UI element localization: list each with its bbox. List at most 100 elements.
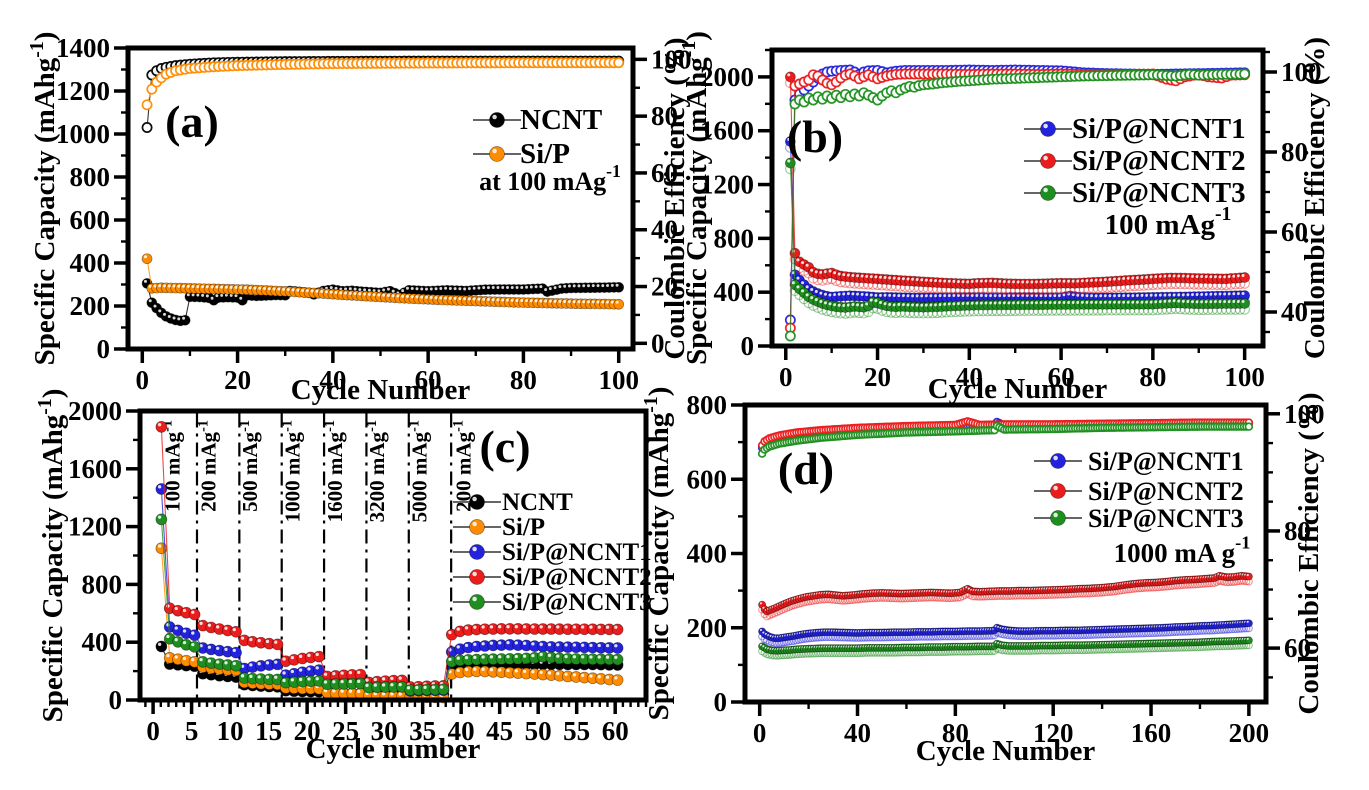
y-left-title: Specific Capacity (mAhg-1) bbox=[640, 387, 675, 721]
svg-text:50: 50 bbox=[525, 716, 552, 746]
svg-text:25: 25 bbox=[332, 716, 359, 746]
svg-text:30: 30 bbox=[371, 716, 398, 746]
svg-text:800: 800 bbox=[70, 162, 111, 192]
svg-text:100: 100 bbox=[598, 365, 639, 395]
svg-text:0: 0 bbox=[779, 362, 793, 392]
svg-text:60: 60 bbox=[1048, 362, 1075, 392]
annotation: 100 mAg-1 bbox=[1105, 203, 1232, 241]
series-si-p-ncnt3-capacity bbox=[758, 636, 1253, 660]
svg-text:40: 40 bbox=[651, 215, 678, 245]
x-axis: 0 20 40 60 80 100 Cycle Number bbox=[136, 349, 639, 406]
series-si-p-ncnt2-capacity bbox=[785, 71, 1250, 296]
svg-text:20: 20 bbox=[651, 272, 678, 302]
series-si-p-coulombic-efficiency bbox=[141, 57, 625, 111]
svg-text:20: 20 bbox=[224, 365, 251, 395]
svg-text:15: 15 bbox=[255, 716, 282, 746]
svg-text:80: 80 bbox=[510, 365, 537, 395]
series-si-p-ncnt1-capacity bbox=[758, 619, 1253, 648]
svg-text:0: 0 bbox=[136, 365, 150, 395]
legend-label: Si/P@NCNT1 bbox=[502, 539, 652, 566]
panel-letter-a: (a) bbox=[165, 96, 219, 147]
svg-text:1200: 1200 bbox=[700, 170, 754, 200]
svg-text:0: 0 bbox=[651, 328, 665, 358]
annotation: at 100 mAg-1 bbox=[479, 161, 621, 195]
svg-text:100: 100 bbox=[651, 44, 692, 74]
svg-text:400: 400 bbox=[82, 627, 123, 657]
svg-text:2000: 2000 bbox=[68, 396, 122, 426]
x-axis-title: Cycle number bbox=[306, 733, 481, 765]
x-axis: 0 20 40 60 80 100 Cycle Number bbox=[779, 346, 1265, 405]
svg-text:60: 60 bbox=[651, 158, 678, 188]
svg-text:2000: 2000 bbox=[700, 62, 754, 92]
svg-text:60: 60 bbox=[602, 716, 629, 746]
rate-label: 500 mAg-1 bbox=[237, 420, 262, 512]
y-right-title: Coulombic Efficiency (%) bbox=[1299, 37, 1331, 359]
svg-text:55: 55 bbox=[563, 716, 590, 746]
series-si-p-capacity bbox=[141, 253, 625, 310]
svg-text:20: 20 bbox=[864, 362, 891, 392]
series-si-p-ncnt3-coulombic-efficiency bbox=[757, 421, 1254, 458]
svg-text:5: 5 bbox=[185, 716, 199, 746]
svg-text:1400: 1400 bbox=[56, 33, 110, 63]
svg-text:1200: 1200 bbox=[68, 512, 122, 542]
y-right-title: Coulombic Efficiency (%) bbox=[1293, 392, 1325, 714]
svg-text:80: 80 bbox=[1281, 137, 1308, 167]
svg-text:1600: 1600 bbox=[68, 454, 122, 484]
panel-letter-c: (c) bbox=[479, 421, 530, 472]
svg-text:400: 400 bbox=[70, 248, 111, 278]
svg-text:800: 800 bbox=[82, 569, 123, 599]
panel-letter-b: (b) bbox=[787, 111, 843, 162]
svg-text:0: 0 bbox=[146, 716, 160, 746]
svg-text:1600: 1600 bbox=[700, 116, 754, 146]
svg-text:80: 80 bbox=[651, 101, 678, 131]
legend-label: Si/P@NCNT3 bbox=[1088, 504, 1244, 533]
svg-text:40: 40 bbox=[956, 362, 983, 392]
svg-text:200: 200 bbox=[70, 291, 111, 321]
rate-label: 1600 mAg-1 bbox=[322, 420, 347, 522]
y-left-title: Specific Capacity (mAhg-1) bbox=[678, 31, 713, 365]
svg-text:40: 40 bbox=[1281, 297, 1308, 327]
y-left-title: Specific Capacity (mAhg-1) bbox=[26, 32, 61, 366]
y-left-title: Specific Capacity (mAhg-1) bbox=[34, 389, 69, 723]
annotation: 1000 mA g-1 bbox=[1114, 533, 1251, 568]
legend-label: Si/P@NCNT3 bbox=[502, 589, 652, 616]
x-axis-title: Cycle Number bbox=[291, 374, 471, 406]
panel-b: 0 20 40 60 80 100 Cycle Number 0 400 800 1200 1600 2… bbox=[678, 31, 1331, 405]
svg-text:0: 0 bbox=[109, 685, 123, 715]
svg-text:400: 400 bbox=[714, 277, 755, 307]
legend-label: Si/P@NCNT1 bbox=[1088, 447, 1244, 476]
svg-text:40: 40 bbox=[448, 716, 475, 746]
svg-text:80: 80 bbox=[1139, 362, 1166, 392]
svg-text:20: 20 bbox=[294, 716, 321, 746]
legend-label: Si/P bbox=[520, 138, 570, 170]
svg-text:0: 0 bbox=[741, 331, 755, 361]
x-axis-title: Cycle Number bbox=[928, 373, 1108, 405]
rate-label: 3200 mAg-1 bbox=[364, 420, 389, 522]
plot-frame bbox=[769, 47, 1266, 349]
legend-label: Si/P@NCNT1 bbox=[1072, 113, 1246, 145]
legend-label: Si/P bbox=[502, 514, 545, 541]
svg-text:60: 60 bbox=[415, 365, 442, 395]
svg-text:45: 45 bbox=[486, 716, 513, 746]
y-right-title: Coulombic Efficiency (%) bbox=[659, 37, 691, 359]
legend-label: Si/P@NCNT2 bbox=[1088, 477, 1244, 506]
svg-text:35: 35 bbox=[409, 716, 436, 746]
svg-text:100: 100 bbox=[1224, 362, 1265, 392]
rate-label: 5000 mAg-1 bbox=[407, 420, 432, 522]
rate-label: 1000 mAg-1 bbox=[279, 420, 304, 522]
series-si-p-ncnt2-capacity bbox=[758, 571, 1253, 621]
svg-text:10: 10 bbox=[217, 716, 244, 746]
